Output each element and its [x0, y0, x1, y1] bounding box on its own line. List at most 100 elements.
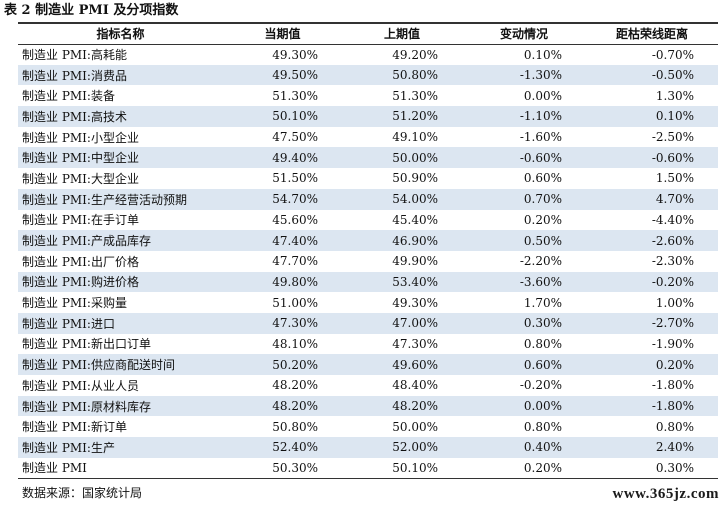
previous-value-cell: 49.20% [392, 47, 438, 62]
table-row: 制造业 PMI:装备 51.30% 51.30% 0.00% 1.30% [18, 85, 718, 106]
distance-cell: -0.20% [651, 274, 694, 289]
distance-cell: 0.20% [655, 357, 694, 372]
distance-cell: 4.70% [655, 192, 694, 207]
indicator-name-cell: 制造业 PMI:购进价格 [22, 275, 139, 290]
change-cell: -2.20% [519, 254, 562, 269]
header-previous-value: 上期值 [342, 22, 462, 45]
table-row: 制造业 PMI:新订单 50.80% 50.00% 0.80% 0.80% [18, 416, 718, 437]
table-row: 制造业 PMI:大型企业 51.50% 50.90% 0.60% 1.50% [18, 168, 718, 189]
distance-cell: -0.70% [651, 47, 694, 62]
table-row: 制造业 PMI:原材料库存 48.20% 48.20% 0.00% -1.80% [18, 395, 718, 417]
previous-value-cell: 54.00% [392, 192, 438, 207]
change-cell: 0.30% [523, 316, 562, 331]
previous-value-cell: 46.90% [392, 233, 438, 248]
change-cell: 1.70% [523, 295, 562, 310]
distance-cell: -1.80% [651, 399, 694, 414]
indicator-name-cell: 制造业 PMI:生产 [22, 440, 115, 455]
current-value-cell: 49.40% [272, 150, 318, 165]
previous-value-cell: 48.20% [392, 399, 438, 414]
table-row: 制造业 PMI:生产经营活动预期 54.70% 54.00% 0.70% 4.70% [18, 188, 718, 210]
previous-value-cell: 49.30% [392, 295, 438, 310]
change-cell: 0.40% [523, 440, 562, 455]
indicator-name-cell: 制造业 PMI:产成品库存 [22, 234, 151, 249]
table-row: 制造业 PMI:在手订单 45.60% 45.40% 0.20% -4.40% [18, 210, 718, 231]
previous-value-cell: 49.90% [392, 254, 438, 269]
previous-value-cell: 50.00% [392, 419, 438, 434]
current-value-cell: 48.20% [272, 378, 318, 393]
change-cell: 0.00% [523, 399, 562, 414]
table-caption: 表 2 制造业 PMI 及分项指数 [4, 3, 179, 18]
indicator-name-cell: 制造业 PMI:小型企业 [22, 130, 139, 145]
table-row: 制造业 PMI:高耗能 49.30% 49.20% 0.10% -0.70% [18, 44, 718, 65]
change-cell: 0.70% [523, 192, 562, 207]
previous-value-cell: 51.20% [392, 109, 438, 124]
table-row: 制造业 PMI 50.30% 50.10% 0.20% 0.30% [18, 457, 718, 479]
table-row: 制造业 PMI:采购量 51.00% 49.30% 1.70% 1.00% [18, 292, 718, 313]
current-value-cell: 47.30% [272, 316, 318, 331]
header-indicator-name: 指标名称 [18, 22, 223, 45]
change-cell: 0.80% [523, 419, 562, 434]
change-cell: 0.60% [523, 357, 562, 372]
change-cell: -0.60% [519, 150, 562, 165]
previous-value-cell: 52.00% [392, 440, 438, 455]
distance-cell: -4.40% [651, 212, 694, 227]
distance-cell: -2.70% [651, 316, 694, 331]
indicator-name-cell: 制造业 PMI:高技术 [22, 109, 127, 124]
change-cell: 0.20% [462, 457, 586, 479]
current-value-cell: 51.50% [272, 171, 318, 186]
current-value-cell: 51.00% [272, 295, 318, 310]
table-header-row: 指标名称 当期值 上期值 变动情况 距枯荣线距离 [18, 22, 718, 45]
previous-value-cell: 48.40% [392, 378, 438, 393]
current-value-cell: 49.80% [272, 274, 318, 289]
current-value-cell: 54.70% [272, 192, 318, 207]
pmi-table: 指标名称 当期值 上期值 变动情况 距枯荣线距离 制造业 PMI:高耗能 49.3… [18, 22, 718, 479]
indicator-name-cell: 制造业 PMI:生产经营活动预期 [22, 192, 187, 207]
previous-value-cell: 50.80% [392, 68, 438, 83]
table-row: 制造业 PMI:小型企业 47.50% 49.10% -1.60% -2.50% [18, 127, 718, 148]
previous-value-cell: 47.30% [392, 336, 438, 351]
distance-cell: -1.90% [651, 336, 694, 351]
header-distance-from-threshold: 距枯荣线距离 [586, 22, 718, 45]
indicator-name-cell: 制造业 PMI:新出口订单 [22, 337, 151, 352]
change-cell: -3.60% [519, 274, 562, 289]
current-value-cell: 52.40% [272, 440, 318, 455]
indicator-name-cell: 制造业 PMI:原材料库存 [22, 399, 151, 414]
change-cell: 0.10% [523, 47, 562, 62]
indicator-name-cell: 制造业 PMI:消费品 [22, 68, 127, 83]
indicator-name-cell: 制造业 PMI:在手订单 [22, 213, 139, 228]
current-value-cell: 48.20% [272, 399, 318, 414]
distance-cell: 0.80% [655, 419, 694, 434]
indicator-name-cell: 制造业 PMI:大型企业 [22, 171, 139, 186]
distance-cell: -1.80% [651, 378, 694, 393]
distance-cell: -2.30% [651, 254, 694, 269]
table-row: 制造业 PMI:生产 52.40% 52.00% 0.40% 2.40% [18, 437, 718, 458]
change-cell: 0.80% [523, 336, 562, 351]
indicator-name-cell: 制造业 PMI:中型企业 [22, 151, 139, 166]
distance-cell: 1.50% [655, 171, 694, 186]
distance-cell: -0.60% [651, 150, 694, 165]
previous-value-cell: 47.00% [392, 316, 438, 331]
header-change: 变动情况 [462, 22, 586, 45]
current-value-cell: 50.20% [272, 357, 318, 372]
distance-cell: 0.30% [586, 457, 718, 479]
table-row: 制造业 PMI:中型企业 49.40% 50.00% -0.60% -0.60% [18, 147, 718, 169]
change-cell: 0.00% [523, 88, 562, 103]
table-row: 制造业 PMI:出厂价格 47.70% 49.90% -2.20% -2.30% [18, 251, 718, 272]
table-row: 制造业 PMI:进口 47.30% 47.00% 0.30% -2.70% [18, 312, 718, 334]
site-watermark: www.365jz.com [612, 486, 719, 502]
current-value-cell: 50.30% [223, 457, 342, 479]
previous-value-cell: 50.10% [342, 457, 462, 479]
previous-value-cell: 49.10% [392, 130, 438, 145]
distance-cell: 1.00% [655, 295, 694, 310]
change-cell: -1.60% [519, 130, 562, 145]
previous-value-cell: 50.00% [392, 150, 438, 165]
current-value-cell: 49.30% [272, 47, 318, 62]
table-row: 制造业 PMI:高技术 50.10% 51.20% -1.10% 0.10% [18, 106, 718, 127]
indicator-name-cell: 制造业 PMI:进口 [22, 316, 115, 331]
table-row: 制造业 PMI:新出口订单 48.10% 47.30% 0.80% -1.90% [18, 334, 718, 355]
current-value-cell: 51.30% [272, 88, 318, 103]
indicator-name-cell: 制造业 PMI:装备 [22, 89, 115, 104]
previous-value-cell: 50.90% [392, 171, 438, 186]
previous-value-cell: 45.40% [392, 212, 438, 227]
table-row: 制造业 PMI:产成品库存 47.40% 46.90% 0.50% -2.60% [18, 230, 718, 251]
